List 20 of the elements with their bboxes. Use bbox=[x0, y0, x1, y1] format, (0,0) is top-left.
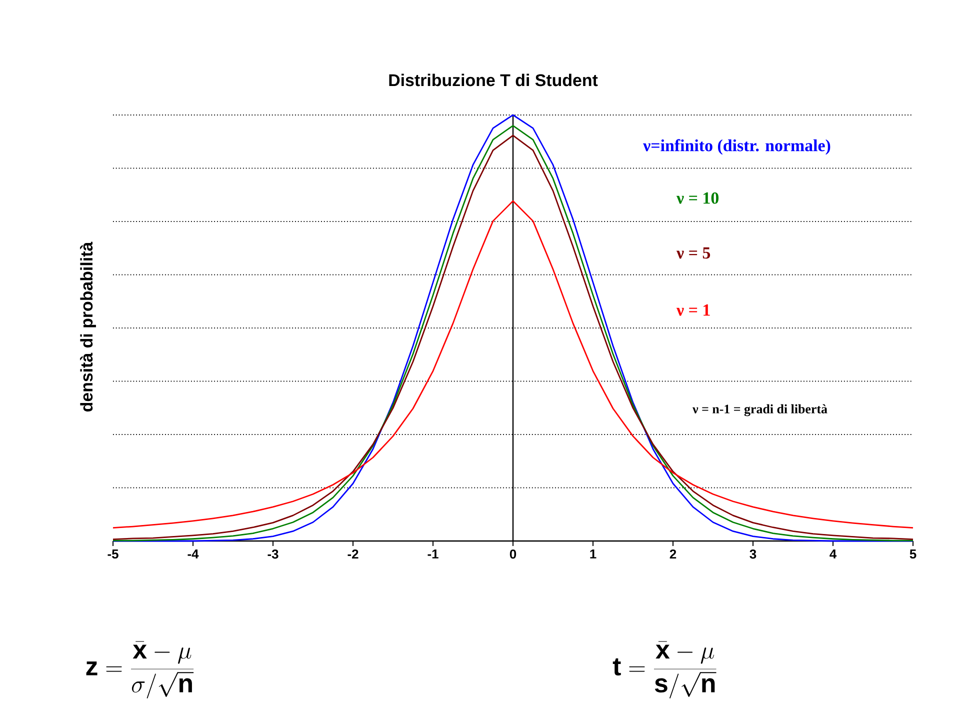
text: ν = 1 bbox=[676, 304, 710, 316]
text: ν=infinito (distr. normale) bbox=[643, 139, 830, 155]
annotation: ν = n-1 = gradi di libertà bbox=[692, 404, 828, 416]
text: ν = 10 bbox=[676, 192, 719, 204]
x-tick-label: -5 bbox=[108, 550, 118, 559]
x-tick-label: -3 bbox=[268, 550, 278, 559]
x-tick-label: 3 bbox=[750, 550, 756, 559]
x-tick-label: 0 bbox=[510, 550, 516, 559]
x-tick-label: -2 bbox=[348, 550, 358, 559]
chart-title: Distribuzione T di Student bbox=[389, 74, 598, 86]
x-tick-label: -1 bbox=[428, 550, 438, 558]
text: ν = 5 bbox=[676, 247, 710, 259]
x-tick-label: 4 bbox=[830, 550, 837, 558]
x-tick-label: 2 bbox=[670, 550, 676, 559]
y-axis-title: densità di probabilità bbox=[80, 242, 96, 412]
text: $\mathbf{t} = \frac{\bar{\mathbf{x}}-\mu}{\mathbf{s}/\sqrt{\mathbf{n}}}$ bbox=[612, 641, 716, 698]
x-tick-label: 1 bbox=[590, 550, 596, 558]
text: $\mathbf{z} = \frac{\bar{\mathbf{x}}-\mu}{\sigma/\sqrt{\mathbf{n}}}$ bbox=[86, 641, 194, 698]
x-tick-label: -4 bbox=[188, 550, 199, 558]
x-tick-label: 5 bbox=[910, 550, 916, 559]
